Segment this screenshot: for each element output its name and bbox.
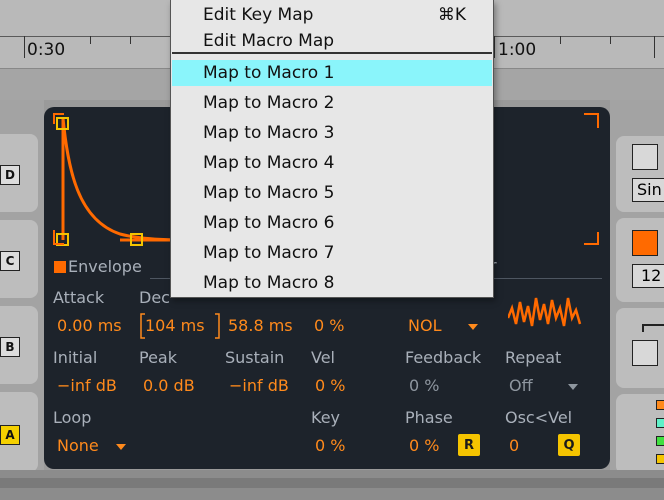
decay-value[interactable]: 104 ms (145, 316, 205, 335)
attack-value[interactable]: 0.00 ms (57, 316, 122, 335)
ruler-tick (90, 36, 91, 44)
chain-list: D C B A (0, 100, 44, 500)
menu-item-map-to-macro-3[interactable]: Map to Macro 3 (203, 123, 335, 143)
attack-handle (56, 117, 69, 130)
repeat-select[interactable]: Off (509, 376, 533, 395)
bottom-bar (0, 470, 664, 500)
vel-label: Vel (311, 348, 335, 367)
wave-select[interactable]: Sin (632, 178, 664, 202)
menu-item-map-to-macro-4[interactable]: Map to Macro 4 (203, 153, 335, 173)
feedback-value[interactable]: 0 % (409, 376, 440, 395)
time-label: 0:30 (27, 40, 66, 60)
chevron-down-icon[interactable] (568, 384, 578, 390)
menu-item-edit-macro-map[interactable]: Edit Macro Map (172, 28, 492, 54)
release-value[interactable]: 58.8 ms (228, 316, 293, 335)
retrigger-button[interactable]: R (458, 434, 480, 456)
envelope-title: Envelope (68, 257, 142, 276)
repeat-label: Repeat (505, 348, 562, 367)
envelope-section-title: Envelope (54, 257, 142, 276)
chain-key-d-button[interactable]: D (0, 165, 20, 185)
ruler-tick (654, 36, 655, 58)
color-chip (656, 418, 664, 428)
chain-key-c-button[interactable]: C (0, 251, 20, 271)
chevron-down-icon[interactable] (468, 324, 478, 330)
menu-item-map-to-macro-8[interactable]: Map to Macro 8 (203, 273, 335, 293)
attack-label: Attack (53, 288, 105, 307)
menu-item-map-to-macro-5[interactable]: Map to Macro 5 (203, 183, 335, 203)
loop-select[interactable]: None (57, 436, 99, 455)
menu-item-label: Edit Macro Map (203, 31, 335, 51)
initial-label: Initial (53, 348, 98, 367)
decay-focus-bracket (140, 313, 220, 339)
menu-separator (172, 52, 492, 54)
bracket-icon (642, 324, 664, 332)
menu-item-label: Edit Key Map (203, 5, 314, 25)
osc-vel-value[interactable]: 0 (509, 436, 520, 455)
decay-handle (130, 233, 143, 246)
phase-value[interactable]: 0 % (409, 436, 440, 455)
envelope-color-square (54, 260, 66, 273)
toggle-box[interactable] (632, 340, 658, 366)
ruler-tick (24, 36, 25, 58)
phase-label: Phase (405, 408, 453, 427)
oscillator-waveform (508, 297, 582, 327)
section-divider (408, 278, 602, 279)
ruler-tick (560, 36, 561, 44)
right-side-panel: Sin 12 (610, 100, 664, 500)
sustain-value[interactable]: −inf dB (229, 376, 289, 395)
loop-label: Loop (53, 408, 92, 427)
menu-item-map-to-macro-7[interactable]: Map to Macro 7 (203, 243, 335, 263)
menu-item-edit-key-map[interactable]: Edit Key Map ⌘K (172, 2, 492, 28)
color-chip (656, 436, 664, 446)
initial-value[interactable]: −inf dB (57, 376, 117, 395)
color-chip (656, 454, 664, 464)
sustain-label: Sustain (225, 348, 285, 367)
time-label: 1:00 (498, 40, 537, 60)
quantize-button[interactable]: Q (558, 434, 580, 456)
menu-item-map-to-macro-1[interactable]: Map to Macro 1 (172, 60, 492, 86)
chain-key-b-button[interactable]: B (0, 337, 20, 357)
scrollbar[interactable] (0, 478, 664, 488)
context-menu: Edit Key Map ⌘K Edit Macro Map Map to Ma… (170, 0, 494, 298)
ruler-tick (610, 36, 611, 44)
env-amount-value[interactable]: 0 % (314, 316, 345, 335)
shortcut-label: ⌘K (437, 5, 466, 25)
decay-label: Dec (139, 288, 170, 307)
color-chip (656, 400, 664, 410)
peak-value[interactable]: 0.0 dB (143, 376, 195, 395)
oscillator-wave-select[interactable]: NOL (408, 316, 442, 335)
active-toggle[interactable] (632, 230, 658, 256)
chain-key-a-button[interactable]: A (0, 425, 20, 445)
ruler-tick (130, 36, 131, 44)
menu-item-map-to-macro-6[interactable]: Map to Macro 6 (203, 213, 335, 233)
key-value[interactable]: 0 % (315, 436, 346, 455)
key-label: Key (311, 408, 341, 427)
peak-label: Peak (139, 348, 177, 367)
toggle-box[interactable] (632, 144, 658, 170)
menu-item-map-to-macro-2[interactable]: Map to Macro 2 (203, 93, 335, 113)
osc-vel-label: Osc<Vel (505, 408, 573, 427)
chevron-down-icon[interactable] (116, 444, 126, 450)
feedback-label: Feedback (405, 348, 482, 367)
menu-bottom-edge (171, 294, 493, 298)
vel-value[interactable]: 0 % (315, 376, 346, 395)
number-field[interactable]: 12 (632, 264, 664, 288)
ruler-tick (494, 36, 495, 58)
